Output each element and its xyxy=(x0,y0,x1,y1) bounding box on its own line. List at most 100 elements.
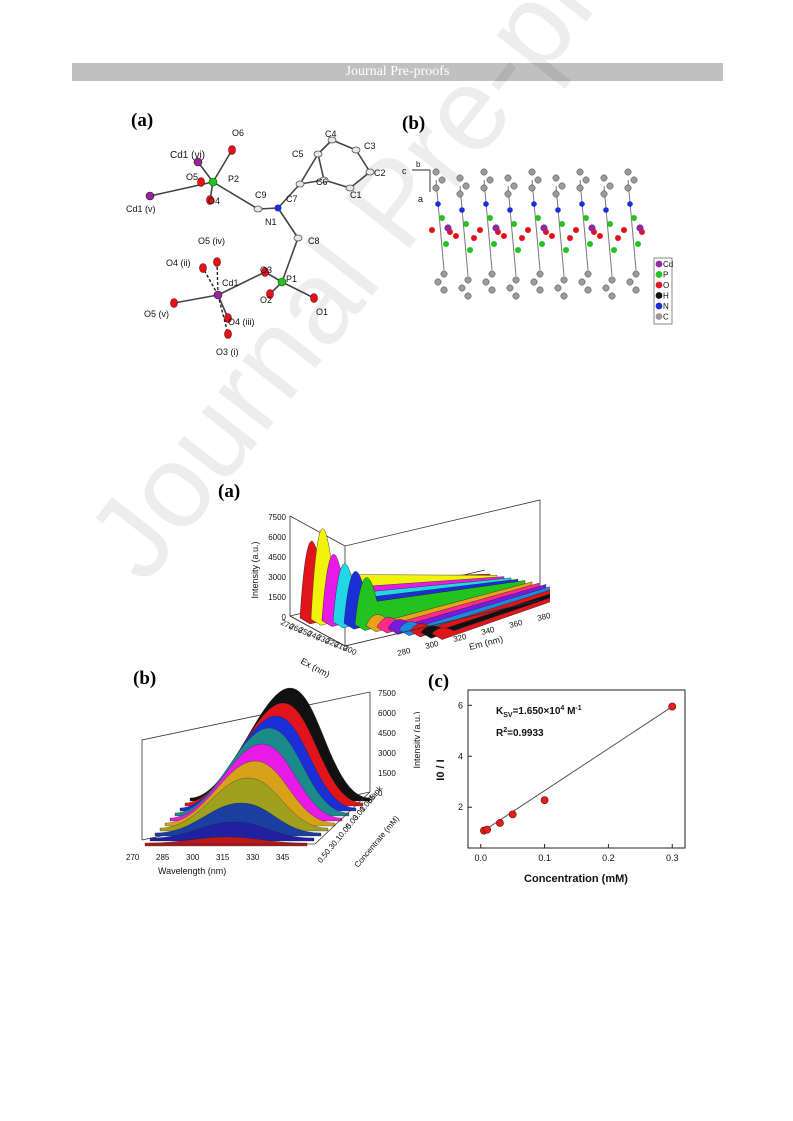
fig3-zlabel: Intensity (a.u.) xyxy=(412,711,420,768)
nitrogen-atom xyxy=(531,201,537,207)
sv-ylabel: I0 / I xyxy=(435,759,447,780)
phosphorus-atom xyxy=(487,215,493,221)
atom-label: O5 (v) xyxy=(144,309,169,319)
atom-label: Cd1 (v) xyxy=(126,204,156,214)
emission-ridge xyxy=(354,577,526,631)
carbon-atom xyxy=(536,286,544,294)
data-point xyxy=(483,825,492,834)
nitrogen-atom xyxy=(459,207,465,213)
fig3-x-tick: 345 xyxy=(276,853,290,862)
carbon-atom xyxy=(584,270,592,278)
carbon-atom xyxy=(464,292,472,300)
fig2-em-tick: 300 xyxy=(424,639,440,651)
fig2-z-tick: 7500 xyxy=(268,513,286,522)
carbon-atom xyxy=(438,176,446,184)
atom-label: P1 xyxy=(286,274,297,284)
fig2-em-tick: 360 xyxy=(508,618,524,630)
phosphorus-atom xyxy=(443,241,449,247)
atom-label: O4 (ii) xyxy=(166,258,191,268)
atom-label: O5 xyxy=(186,172,198,182)
carbon-atom xyxy=(512,276,520,284)
fig3-label-b: (b) xyxy=(133,668,157,689)
nitrogen-atom xyxy=(579,201,585,207)
atom-label: O4 xyxy=(208,196,220,206)
packing-lattice xyxy=(429,168,645,300)
atom-label: C1 xyxy=(350,190,362,200)
carbon-atom xyxy=(626,278,634,286)
carbon-atom xyxy=(560,276,568,284)
x-tick-label: 0.3 xyxy=(666,853,679,863)
fig2-ridges xyxy=(299,528,550,640)
phosphorus-atom xyxy=(607,221,613,227)
fig3-z-tick: 3000 xyxy=(378,749,396,758)
carbon-atom xyxy=(582,176,590,184)
atom-label: Cd1 (vi) xyxy=(170,150,205,161)
carbon-atom xyxy=(504,174,512,182)
data-point xyxy=(668,702,677,711)
carbon-atom xyxy=(464,276,472,284)
data-point xyxy=(496,819,504,827)
carbon-atom xyxy=(528,168,536,176)
axis-c-label: c xyxy=(402,166,407,176)
journal-header-title: Journal Pre-proofs xyxy=(345,64,450,79)
fig1-label-b: (b) xyxy=(402,113,426,134)
legend-label: N xyxy=(663,302,669,311)
carbon-atom xyxy=(554,284,562,292)
x-tick-label: 0.1 xyxy=(538,853,551,863)
carbon-atom xyxy=(602,284,610,292)
carbon-atom xyxy=(608,292,616,300)
nitrogen-atom xyxy=(627,201,633,207)
carbon-atom xyxy=(480,184,488,192)
carbon-atom xyxy=(600,190,608,198)
legend-swatch xyxy=(655,260,663,268)
fig2-ex-tick: 200 xyxy=(342,643,358,657)
fig2-3d-emission-chart: 7500 6000 4500 3000 1500 0 Intensity (a.u.) 2… xyxy=(250,499,550,678)
fig2-em-tick: 340 xyxy=(480,625,496,637)
carbon-atom xyxy=(506,284,514,292)
axis-a-label: a xyxy=(418,194,423,204)
fig2-ylabel: Em (nm) xyxy=(468,634,504,652)
oxygen-atom xyxy=(621,227,627,233)
fig3-3d-wavelength-chart: 270 285 300 315 330 345 Wavelength (nm) 7500 6… xyxy=(126,687,420,876)
legend-swatch xyxy=(655,313,663,320)
atom-label: C3 xyxy=(364,141,376,151)
fig2-em-tick: 320 xyxy=(452,632,468,644)
fig2-label-a: (a) xyxy=(218,481,241,502)
legend-swatch xyxy=(655,271,663,278)
atom-label: O3 (i) xyxy=(216,347,239,357)
carbon-atom xyxy=(552,174,560,182)
carbon-atom xyxy=(440,286,448,294)
cadmium-atom xyxy=(444,224,452,232)
carbon-atom xyxy=(600,174,608,182)
nitrogen-atom xyxy=(507,207,513,213)
oxygen-atom xyxy=(549,233,555,239)
cadmium-atom xyxy=(588,224,596,232)
fig1a-structure: Cd1 (vi) O6 P2 O5 O4 C9 Cd1 (v) C5 C4 C3… xyxy=(126,128,386,357)
carbon-atom xyxy=(458,284,466,292)
atom-label: O2 xyxy=(260,295,272,305)
fig3-x-tick: 285 xyxy=(156,853,170,862)
journal-header-bar: Journal Pre-proofs xyxy=(72,63,723,81)
carbon-atom xyxy=(510,182,518,190)
x-tick-label: 0.0 xyxy=(475,853,488,863)
y-tick-label: 2 xyxy=(458,802,463,812)
fig3-ylabel: Concentrate (mM) xyxy=(353,814,402,869)
carbon-atom xyxy=(632,270,640,278)
carbon-atom xyxy=(480,168,488,176)
atom-label: C2 xyxy=(374,168,386,178)
fig3-xlabel: Wavelength (nm) xyxy=(158,866,226,876)
atom-label: O5 (iv) xyxy=(198,236,225,246)
fig2-z-tick: 4500 xyxy=(268,553,286,562)
atom-label: P2 xyxy=(228,174,239,184)
phosphorus-atom xyxy=(439,215,445,221)
nitrogen-atom xyxy=(483,201,489,207)
wavelength-ridge xyxy=(149,821,315,842)
atom-label: C6 xyxy=(316,177,328,187)
carbon-atom xyxy=(606,182,614,190)
atom-label: C4 xyxy=(325,129,337,139)
carbon-atom xyxy=(512,292,520,300)
y-tick-label: 4 xyxy=(458,751,463,761)
carbon-atom xyxy=(630,176,638,184)
atom-label: Cd1 xyxy=(222,278,239,288)
